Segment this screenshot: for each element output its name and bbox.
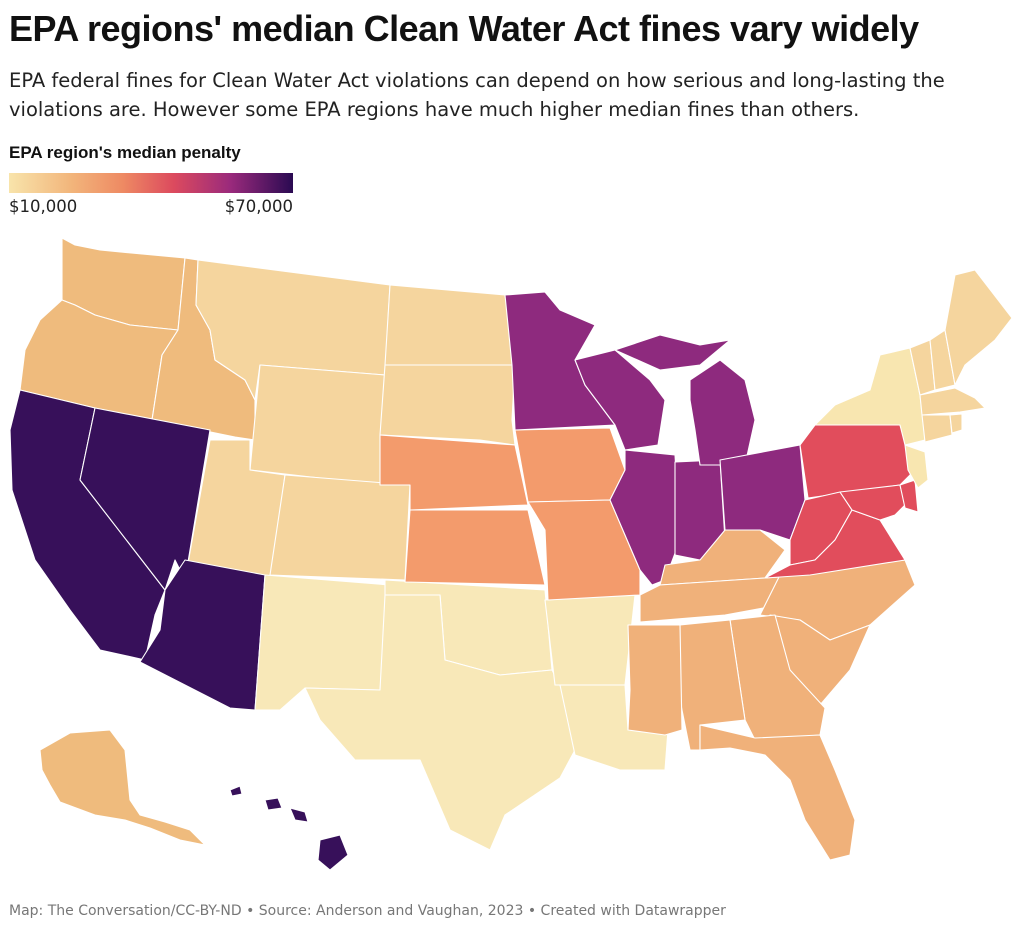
legend-labels: $10,000 $70,000 xyxy=(9,197,293,219)
legend-title: EPA region's median penalty xyxy=(9,143,241,162)
state-rhode-island[interactable] xyxy=(949,413,963,434)
us-choropleth-map xyxy=(9,237,1013,870)
state-mississippi[interactable] xyxy=(627,624,683,736)
state-delaware[interactable] xyxy=(899,479,919,513)
state-kansas[interactable] xyxy=(404,509,546,586)
state-maine[interactable] xyxy=(944,269,1013,386)
state-south-dakota[interactable] xyxy=(379,364,516,446)
state-hawaii-kauai[interactable] xyxy=(229,785,243,797)
map-subtitle: EPA federal fines for Clean Water Act vi… xyxy=(9,69,945,121)
state-iowa[interactable] xyxy=(514,427,626,503)
state-texas[interactable] xyxy=(304,594,576,851)
state-louisiana[interactable] xyxy=(559,684,669,771)
legend-max-label: $70,000 xyxy=(224,197,293,216)
legend-gradient-bar xyxy=(9,173,293,193)
state-hawaii-big-island[interactable] xyxy=(317,834,349,870)
legend-min-label: $10,000 xyxy=(9,197,78,216)
state-connecticut[interactable] xyxy=(921,414,953,443)
state-nevada[interactable] xyxy=(79,407,211,591)
state-florida[interactable] xyxy=(699,724,856,861)
state-georgia[interactable] xyxy=(729,614,826,741)
state-arkansas[interactable] xyxy=(544,594,636,686)
state-hawaii-maui[interactable] xyxy=(264,797,283,811)
map-title: EPA regions' median Clean Water Act fine… xyxy=(9,8,919,49)
state-north-dakota[interactable] xyxy=(384,284,516,366)
state-ohio[interactable] xyxy=(719,444,806,541)
state-hawaii-oahu[interactable] xyxy=(289,807,309,823)
state-wyoming[interactable] xyxy=(249,364,386,486)
state-alaska[interactable] xyxy=(39,729,206,846)
source-credit: Map: The Conversation/CC-BY-ND • Source:… xyxy=(9,903,726,919)
state-new-jersey[interactable] xyxy=(904,444,929,489)
state-colorado[interactable] xyxy=(269,474,411,581)
state-wisconsin[interactable] xyxy=(574,349,666,451)
color-legend: EPA region's median penalty $10,000 $70,… xyxy=(9,143,299,219)
